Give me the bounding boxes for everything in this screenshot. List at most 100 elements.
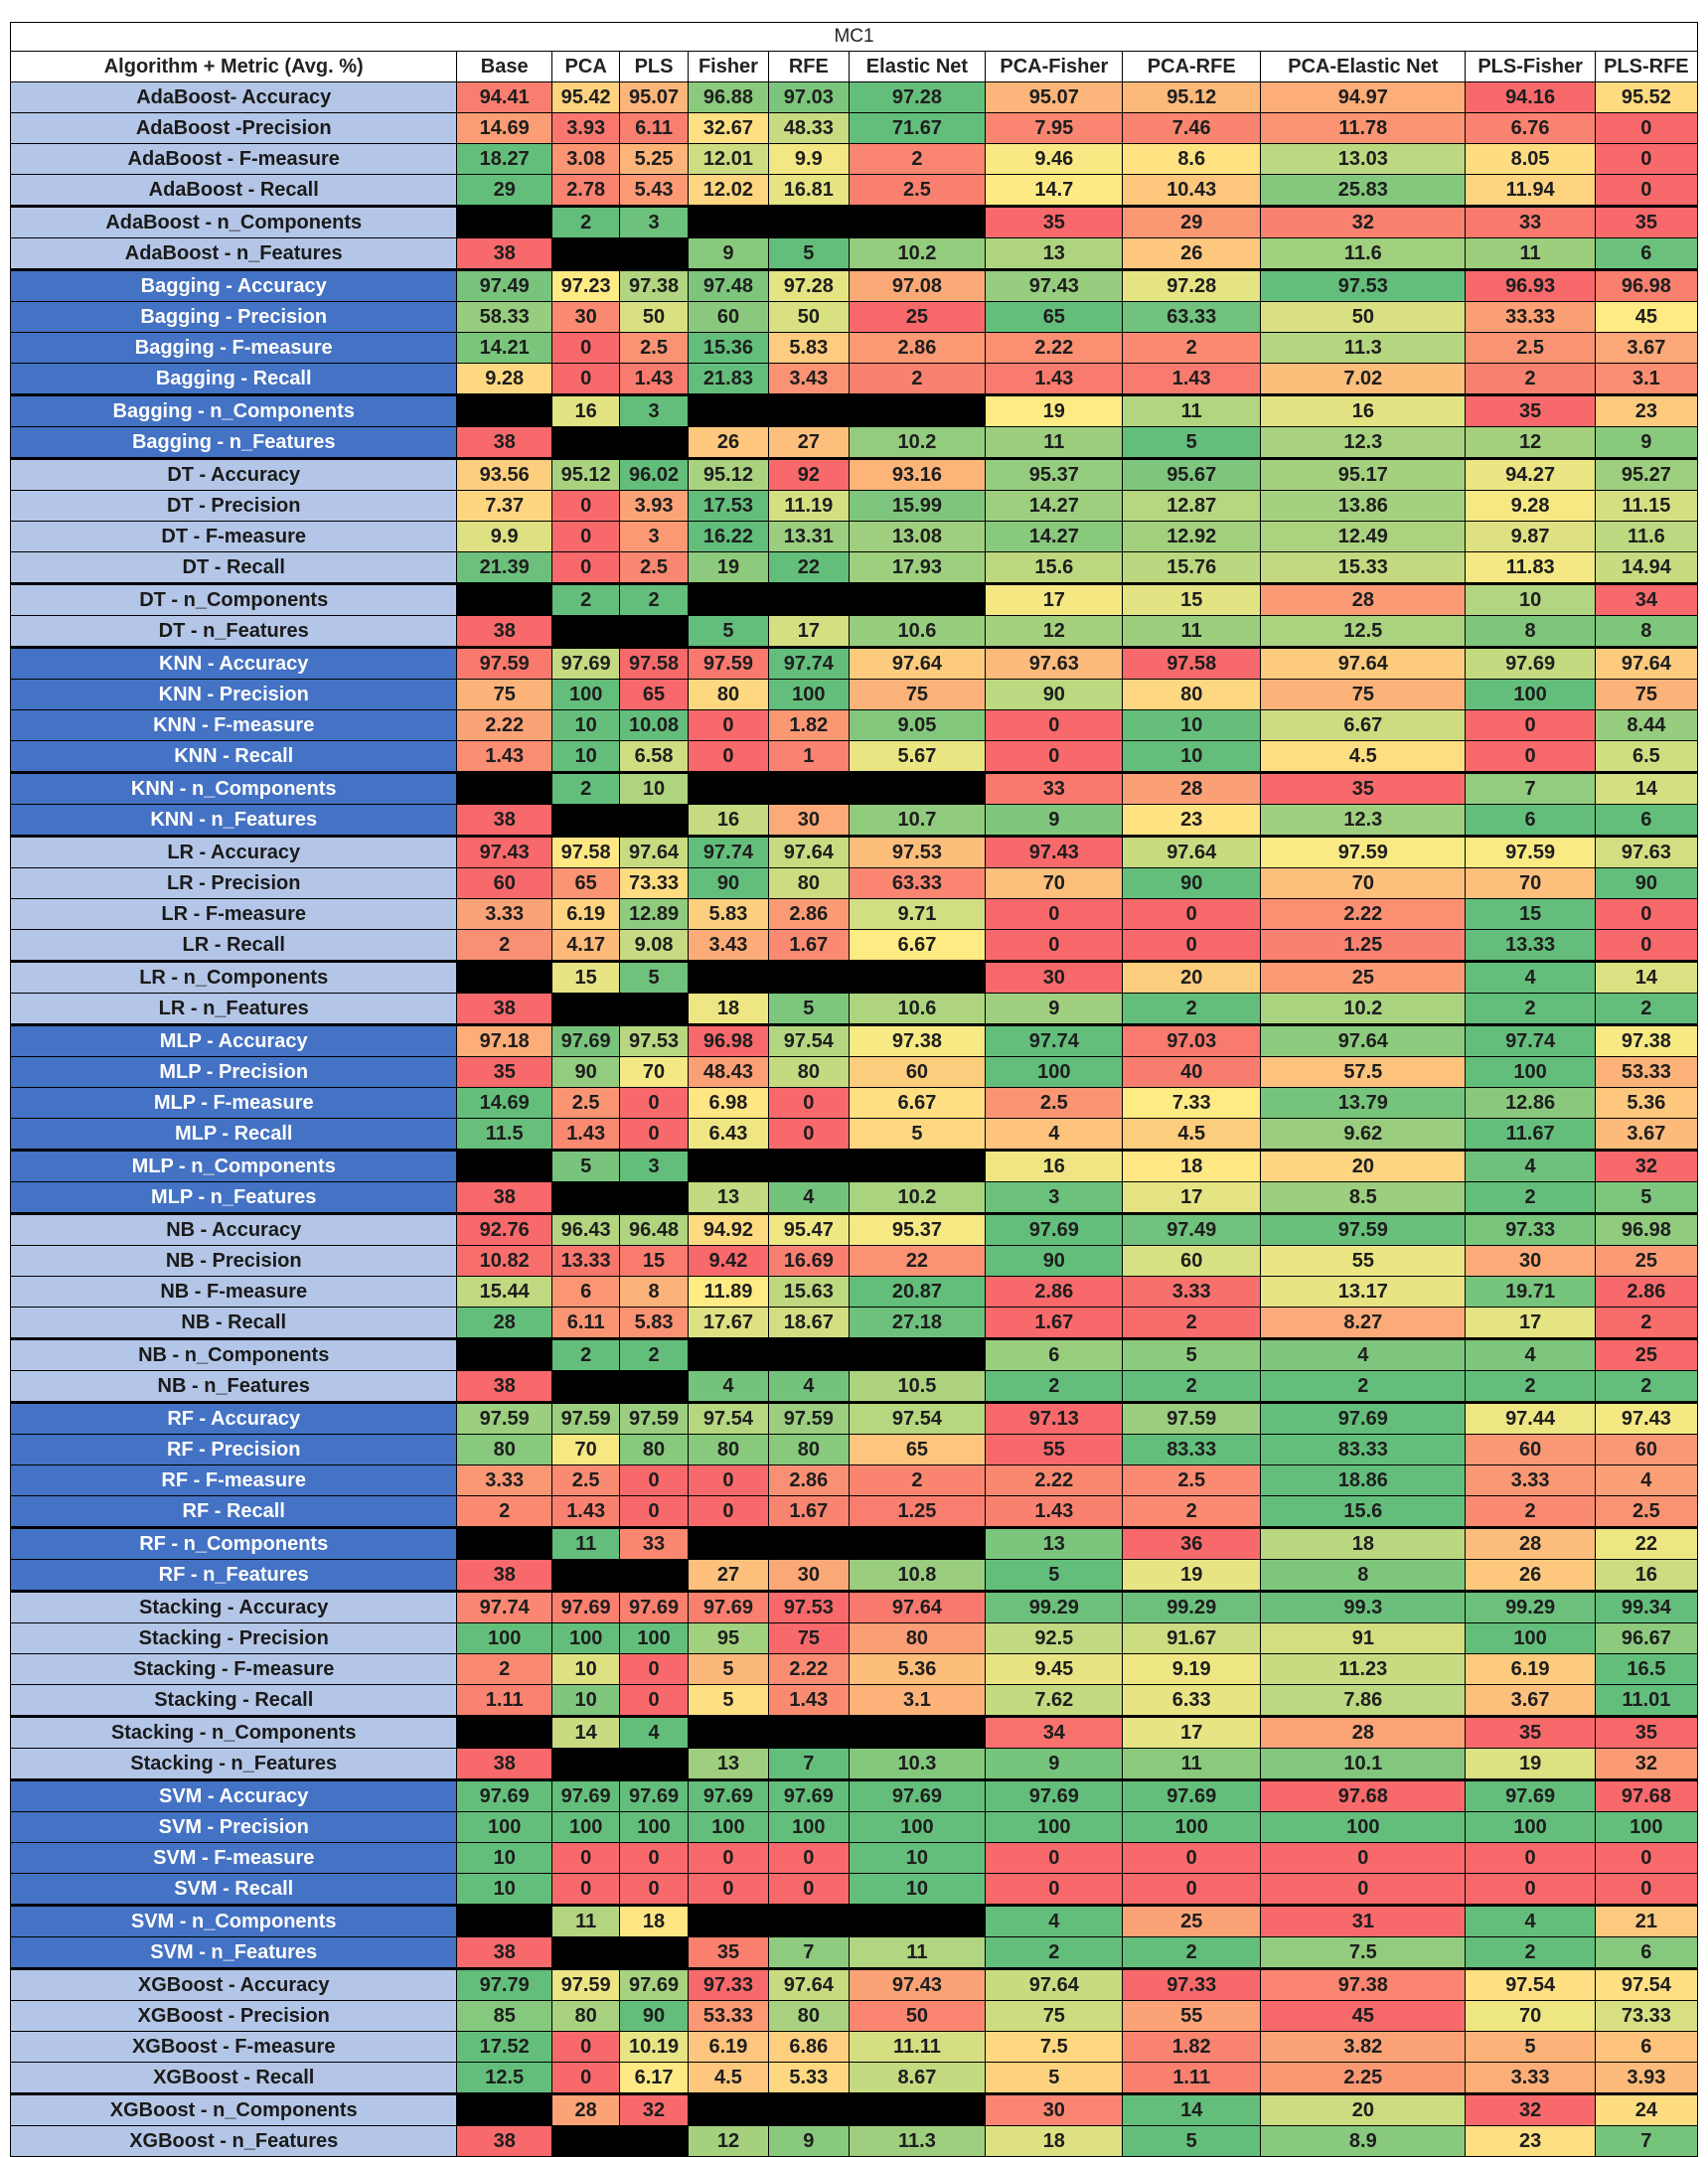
value-cell: 1.43: [550, 1495, 621, 1528]
value-cell: 92.76: [456, 1212, 552, 1246]
row-label: AdaBoost - n_Components: [9, 205, 458, 238]
empty-cell: [768, 771, 850, 805]
table-row: Bagging - Recall 9.28 0 1.43 21.83 3.43 2 1.43 1…: [9, 363, 1699, 395]
value-cell: 40: [1122, 1056, 1262, 1088]
value-cell: 97.69: [687, 1590, 770, 1623]
value-cell: 9.71: [848, 898, 987, 930]
value-cell: 12.3: [1260, 804, 1467, 837]
empty-cell: [550, 1936, 621, 1969]
empty-cell: [768, 205, 850, 238]
value-cell: 33: [619, 1526, 689, 1560]
empty-cell: [619, 1370, 689, 1403]
value-cell: 0: [1465, 1873, 1596, 1906]
value-cell: 17: [985, 582, 1124, 616]
value-cell: 97.49: [456, 268, 552, 302]
value-cell: 10.08: [619, 709, 689, 741]
value-cell: 16: [550, 393, 621, 427]
value-cell: 6.19: [1465, 1653, 1596, 1685]
row-label: KNN - n_Features: [9, 804, 458, 837]
value-cell: 97.49: [1122, 1212, 1262, 1246]
value-cell: 18: [687, 993, 770, 1025]
value-cell: 97.48: [687, 268, 770, 302]
value-cell: 8: [1260, 1559, 1467, 1592]
value-cell: 0: [1594, 174, 1699, 207]
value-cell: 4: [768, 1181, 850, 1214]
results-table: MC1 Algorithm + Metric (Avg. %) Base PCA P…: [9, 22, 1699, 2157]
value-cell: 10: [1122, 709, 1262, 741]
value-cell: 2.5: [1122, 1464, 1262, 1496]
value-cell: 3.93: [619, 490, 689, 522]
value-cell: 12: [985, 615, 1124, 648]
row-label: Stacking - Accuracy: [9, 1590, 458, 1623]
value-cell: 3.33: [1122, 1276, 1262, 1308]
value-cell: 0: [687, 709, 770, 741]
value-cell: 5: [1465, 2031, 1596, 2063]
value-cell: 11: [1122, 615, 1262, 648]
value-cell: 10.43: [1122, 174, 1262, 207]
header-row: Algorithm + Metric (Avg. %) Base PCA PLS Fi…: [9, 51, 1699, 82]
value-cell: 15.44: [456, 1276, 552, 1308]
value-cell: 2: [456, 1653, 552, 1685]
value-cell: 70: [1465, 2000, 1596, 2032]
empty-cell: [848, 393, 987, 427]
table-row: LR - Accuracy 97.43 97.58 97.64 97.74 97.64 97…: [9, 835, 1699, 868]
value-cell: 21: [1594, 1904, 1699, 1937]
value-cell: 6: [550, 1276, 621, 1308]
value-cell: 96.48: [619, 1212, 689, 1246]
value-cell: 26: [1122, 237, 1262, 270]
value-cell: 97.54: [768, 1023, 850, 1057]
value-cell: 5.25: [619, 143, 689, 175]
row-label: DT - Recall: [9, 551, 458, 584]
value-cell: 22: [848, 1245, 987, 1277]
value-cell: 13.33: [550, 1245, 621, 1277]
value-cell: 97.58: [1122, 646, 1262, 680]
value-cell: 0: [985, 1873, 1124, 1906]
value-cell: 9: [768, 2125, 850, 2157]
value-cell: 30: [1465, 1245, 1596, 1277]
value-cell: 12: [687, 2125, 770, 2157]
value-cell: 0: [619, 1842, 689, 1874]
value-cell: 0: [619, 1118, 689, 1151]
value-cell: 18.86: [1260, 1464, 1467, 1496]
value-cell: 2: [619, 1337, 689, 1371]
table-row: RF - Recall 2 1.43 0 0 1.67 1.25 1.43 2 15.6 2 2.5: [9, 1495, 1699, 1528]
empty-cell: [456, 393, 552, 427]
value-cell: 95.37: [985, 457, 1124, 491]
value-cell: 0: [687, 1464, 770, 1496]
value-cell: 2.86: [985, 1276, 1124, 1308]
table-row: DT - Accuracy 93.56 95.12 96.02 95.12 92 93.16…: [9, 457, 1699, 491]
value-cell: 75: [768, 1622, 850, 1654]
value-cell: 38: [456, 1181, 552, 1214]
value-cell: 1.43: [768, 1684, 850, 1717]
value-cell: 32: [1594, 1748, 1699, 1780]
empty-cell: [619, 237, 689, 270]
value-cell: 13.08: [848, 521, 987, 552]
value-cell: 0: [1122, 929, 1262, 962]
value-cell: 95.07: [619, 81, 689, 113]
value-cell: 10: [550, 709, 621, 741]
table-row: SVM - Precision 100 100 100 100 100 100 100 100 1…: [9, 1811, 1699, 1843]
value-cell: 95.07: [985, 81, 1124, 113]
value-cell: 85: [456, 2000, 552, 2032]
value-cell: 18.27: [456, 143, 552, 175]
value-cell: 10: [848, 1842, 987, 1874]
value-cell: 25: [1594, 1337, 1699, 1371]
value-cell: 17.67: [687, 1307, 770, 1339]
row-label: XGBoost - F-measure: [9, 2031, 458, 2063]
value-cell: 0: [768, 1118, 850, 1151]
value-cell: 2.22: [985, 332, 1124, 364]
table-row: DT - n_Components 2 2 17 15 28 10 34: [9, 582, 1699, 616]
column-header: Fisher: [687, 51, 770, 82]
table-row: Bagging - n_Components 16 3 19 11 16 35 23: [9, 393, 1699, 427]
table-row: SVM - Recall 10 0 0 0 0 10 0 0 0 0 0: [9, 1873, 1699, 1906]
empty-cell: [619, 1181, 689, 1214]
column-header: PCA-Fisher: [985, 51, 1124, 82]
value-cell: 38: [456, 615, 552, 648]
value-cell: 10: [848, 1873, 987, 1906]
value-cell: 11.23: [1260, 1653, 1467, 1685]
empty-cell: [848, 1526, 987, 1560]
value-cell: 19: [1465, 1748, 1596, 1780]
empty-cell: [550, 2125, 621, 2157]
value-cell: 12.02: [687, 174, 770, 207]
value-cell: 33: [1465, 205, 1596, 238]
